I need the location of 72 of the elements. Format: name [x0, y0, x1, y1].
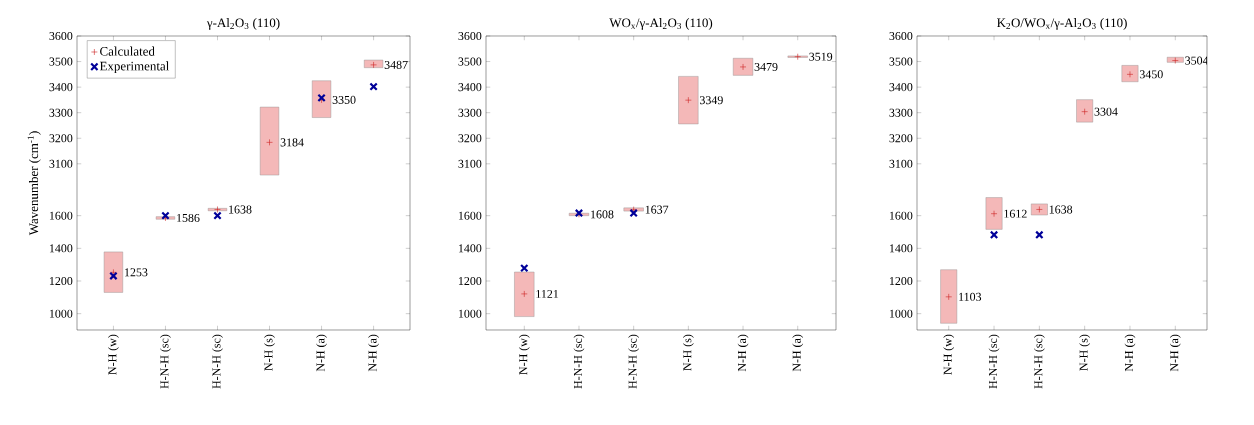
x-tick-label: N-H (w) [943, 334, 955, 375]
y-tick-label: 3300 [458, 108, 482, 117]
y-tick-label: 3300 [49, 108, 73, 117]
y-tick-label: 3100 [49, 159, 73, 168]
y-tick-label: 1600 [889, 211, 913, 220]
data-label: 1608 [591, 210, 614, 219]
y-tick-label: 3100 [889, 159, 913, 168]
data-label: 1638 [1049, 205, 1073, 214]
y-tick-label: 3300 [889, 108, 913, 117]
chart-title: γ-Al$_{2}$O$_{3}$ (110) [206, 18, 280, 30]
x-tick-label: H-N-H (sc) [212, 334, 223, 389]
y-tick-label: 1400 [889, 244, 913, 253]
data-label: 1637 [645, 205, 669, 214]
data-label: 1103 [959, 292, 982, 301]
data-label: 3184 [280, 138, 304, 147]
data-label: 3304 [1094, 107, 1118, 116]
y-axis-title: Wavenumber (cm$^{-1}$) [27, 131, 41, 236]
y-tick-label: 3600 [49, 31, 73, 41]
data-label: 3349 [699, 96, 723, 105]
data-label: 1253 [125, 268, 148, 277]
x-tick-label: H-N-H (sc) [160, 334, 171, 389]
y-tick-label: 3500 [49, 57, 73, 66]
y-tick-label: 1600 [458, 211, 482, 220]
x-tick-label: N-H (a) [1169, 334, 1181, 372]
y-tick-label: 1200 [458, 276, 482, 286]
y-tick-label: 3400 [889, 83, 913, 92]
x-tick-label: H-N-H (sc) [628, 334, 640, 389]
y-tick-label: 1000 [889, 309, 913, 318]
y-tick-label: 1400 [49, 244, 73, 253]
data-label: 3450 [1139, 70, 1163, 79]
y-tick-label: 3200 [49, 134, 73, 143]
x-tick-label: N-H (a) [316, 334, 327, 372]
x-tick-label: N-H (a) [737, 334, 749, 372]
y-tick-label: 3600 [458, 31, 482, 41]
x-tick-label: N-H (w) [108, 334, 119, 375]
x-tick-label: N-H (s) [682, 334, 694, 371]
data-label: 3504 [1185, 56, 1209, 65]
y-tick-label: 3400 [458, 83, 482, 92]
y-tick-label: 3100 [458, 159, 482, 168]
y-tick-label: 1200 [889, 276, 913, 286]
y-tick-label: 3500 [458, 57, 482, 66]
chart-title: K$_{2}$O/WO$_{x}$/γ-Al$_{2}$O$_{3}$ (110) [997, 18, 1127, 30]
data-label: 3487 [384, 60, 408, 69]
y-tick-label: 1200 [49, 276, 73, 286]
y-tick-label: 3500 [889, 57, 913, 66]
x-tick-label: H-N-H (sc) [1033, 334, 1045, 389]
y-tick-label: 1000 [458, 309, 482, 318]
legend-label: Experimental [99, 61, 170, 74]
y-tick-label: 3600 [889, 31, 913, 41]
x-tick-label: N-H (a) [792, 334, 804, 372]
x-tick-label: N-H (s) [1079, 334, 1091, 371]
y-tick-label: 1600 [49, 211, 73, 220]
x-tick-label: N-H (a) [368, 334, 379, 372]
x-tick-label: H-N-H (sc) [988, 334, 1000, 389]
y-tick-label: 3400 [49, 83, 73, 92]
data-label: 1612 [1004, 209, 1027, 218]
legend-label: Calculated [100, 46, 155, 56]
x-tick-label: N-H (w) [518, 334, 530, 375]
data-label: 3479 [754, 62, 778, 71]
y-tick-label: 1400 [458, 244, 482, 253]
y-tick-label: 1000 [49, 309, 73, 318]
y-tick-label: 3200 [889, 134, 913, 143]
data-label: 3519 [809, 52, 833, 61]
chart-title: WO$_{x}$/γ-Al$_{2}$O$_{3}$ (110) [609, 18, 713, 30]
data-label: 1586 [177, 213, 200, 222]
x-tick-label: H-N-H (sc) [573, 334, 585, 389]
y-tick-label: 3200 [458, 134, 482, 143]
data-label: 3350 [332, 95, 356, 104]
x-tick-label: N-H (s) [264, 334, 275, 371]
x-tick-label: N-H (a) [1124, 334, 1136, 372]
data-label: 1121 [536, 289, 559, 298]
data-label: 1638 [229, 205, 252, 214]
